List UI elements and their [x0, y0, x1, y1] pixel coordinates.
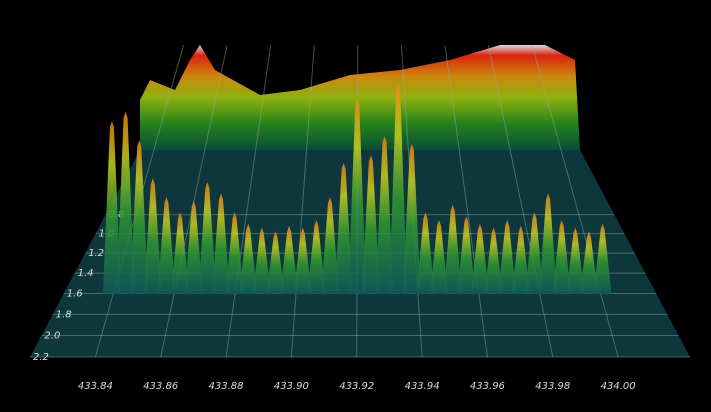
spectrum-peak: [266, 231, 285, 295]
spectrum-peak: [225, 212, 244, 295]
x-tick-label: 433.88: [209, 381, 244, 392]
x-tick-label: 433.96: [470, 381, 505, 392]
spectrum-peak: [143, 178, 162, 295]
spectrum-peak: [539, 193, 558, 295]
x-tick-label: 433.98: [535, 381, 570, 392]
grid-line: [290, 44, 315, 358]
spectrum-peak: [498, 219, 517, 295]
spectrum-peak: [566, 227, 585, 295]
spectrum-peak: [211, 193, 230, 295]
x-tick-label: 433.86: [143, 381, 178, 392]
spectrum-peak: [334, 162, 353, 295]
spectrum-peak: [484, 227, 503, 295]
spectrum-peak: [116, 111, 135, 295]
x-tick-label: 433.94: [405, 381, 440, 392]
spectrum-peak: [361, 155, 380, 295]
spectrum-peak: [307, 219, 326, 295]
spectrum-peak: [252, 227, 271, 295]
x-tick-label: 433.90: [274, 381, 309, 392]
spectrum-peak: [348, 98, 367, 295]
spectrum-peak: [157, 197, 176, 295]
spectrum-peak: [457, 216, 476, 295]
spectrum-peak: [375, 136, 394, 295]
spectrum-peak: [511, 225, 530, 295]
grid-line: [444, 44, 488, 358]
spectrum-peak: [198, 181, 217, 295]
spectrum-peak: [171, 212, 190, 295]
spectrum-peak: [470, 223, 489, 295]
y-tick-label: 1.4: [78, 268, 94, 279]
spectrum-peak: [593, 223, 612, 295]
x-tick-label: 434.00: [601, 381, 636, 392]
grid-line: [225, 44, 272, 358]
y-tick-label: 1.8: [56, 309, 72, 320]
back-wall: [140, 45, 580, 150]
grid-line: [531, 44, 619, 358]
spectrum-peak: [430, 219, 449, 295]
spectrum-peak: [552, 219, 571, 295]
spectrum-peak: [579, 231, 598, 295]
y-tick-label: 2.0: [44, 331, 60, 342]
spectrum-peak: [130, 140, 149, 295]
y-tick-label: 2.2: [33, 352, 49, 363]
grid-line: [160, 44, 228, 358]
spectrum-peak: [184, 200, 203, 295]
x-tick-label: 433.92: [339, 381, 374, 392]
spectrum-peak: [293, 227, 312, 295]
spectrum-peak: [102, 121, 121, 295]
spectrum-peak: [389, 83, 408, 295]
spectrum-peak: [321, 197, 340, 295]
x-tick-label: 433.84: [78, 381, 113, 392]
spectrum-peak: [443, 204, 462, 295]
spectrum-peak: [416, 212, 435, 295]
y-tick-label: 1.2: [88, 248, 104, 259]
y-tick-label: 1.6: [67, 289, 83, 300]
spectrum-peak: [525, 212, 544, 295]
spectrum-peak: [239, 223, 258, 295]
grid-line: [488, 44, 554, 358]
spectrum-peak: [280, 225, 299, 295]
spectrum-peak: [402, 143, 421, 295]
